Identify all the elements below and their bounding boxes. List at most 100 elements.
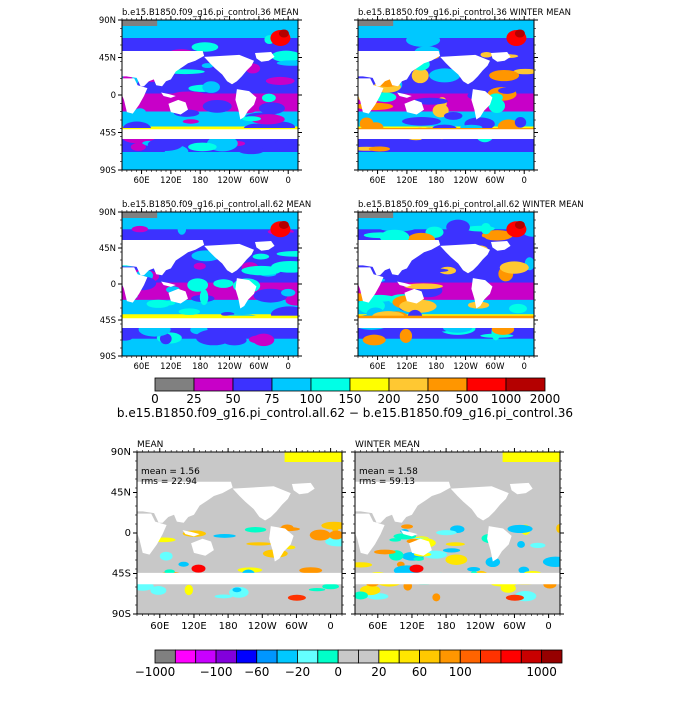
- lon-tick-label: 120W: [453, 176, 478, 186]
- lon-tick-label: 120E: [160, 176, 182, 186]
- lon-tick-label: 60E: [133, 362, 149, 372]
- lat-tick-label: 0: [125, 528, 131, 539]
- colorbar-label: 75: [264, 392, 279, 406]
- lon-tick-label: 0: [522, 362, 527, 372]
- lon-tick-label: 60W: [249, 176, 269, 186]
- mean-label: mean = 1.56: [141, 467, 200, 477]
- lat-tick-label: 90N: [99, 16, 116, 26]
- lon-tick-label: 120E: [396, 176, 418, 186]
- lat-tick-label: 45N: [99, 54, 116, 64]
- colorbar-label: 100: [300, 392, 323, 406]
- lat-tick-label: 90S: [100, 166, 116, 176]
- lon-tick-label: 120W: [466, 621, 495, 632]
- colorbar-label: −1000: [135, 665, 176, 679]
- rms-label: rms = 22.94: [141, 477, 197, 487]
- lon-tick-label: 60W: [485, 176, 505, 186]
- lon-tick-label: 120E: [160, 362, 182, 372]
- colorbar-swatch: [232, 377, 273, 392]
- map-panel: b.e15.B1850.f09_g16.pi_control.all.62 WI…: [354, 200, 584, 372]
- lon-tick-label: 180: [428, 362, 444, 372]
- colorbar-label: 1000: [526, 665, 557, 679]
- map-panel: b.e15.B1850.f09_g16.pi_control.36 MEAN 90…: [99, 8, 302, 186]
- lon-tick-label: 60E: [369, 362, 385, 372]
- colorbar-swatch: [271, 377, 312, 392]
- colorbar-swatch: [297, 649, 319, 664]
- lon-tick-label: 180: [437, 621, 456, 632]
- lat-tick-label: 45N: [99, 244, 116, 254]
- lon-tick-label: 180: [428, 176, 444, 186]
- map-panel: b.e15.B1850.f09_g16.pi_control.36 WINTER…: [354, 8, 571, 186]
- colorbar-swatch: [154, 377, 195, 392]
- colorbar-label: 20: [371, 665, 386, 679]
- lat-tick-label: 45S: [100, 316, 116, 326]
- colorbar-swatch: [427, 377, 468, 392]
- lon-tick-label: 60E: [369, 176, 385, 186]
- lon-tick-label: 60W: [503, 621, 526, 632]
- lon-tick-label: 0: [545, 621, 551, 632]
- colorbar-label: 25: [186, 392, 201, 406]
- lon-tick-label: 120W: [217, 362, 242, 372]
- lon-tick-label: 120E: [181, 621, 206, 632]
- panel-title: WINTER MEAN: [355, 440, 420, 450]
- field-colorbar: 0 25 50 75 100 150 200 250 500 1000 2000: [151, 377, 561, 406]
- lat-tick-label: 45N: [111, 488, 131, 499]
- colorbar-swatch: [195, 649, 217, 664]
- colorbar-label: −20: [285, 665, 310, 679]
- colorbar-swatch: [317, 649, 339, 664]
- mean-label: mean = 1.58: [359, 467, 418, 477]
- lat-tick-label: 45S: [112, 569, 131, 580]
- colorbar-label: 200: [378, 392, 401, 406]
- colorbar-label: 0: [334, 665, 342, 679]
- colorbar-label: 1000: [491, 392, 522, 406]
- colorbar-label: 0: [151, 392, 159, 406]
- lat-tick-label: 90S: [100, 352, 116, 362]
- panel-title: b.e15.B1850.f09_g16.pi_control.all.62 WI…: [358, 200, 584, 210]
- colorbar-swatch: [215, 649, 237, 664]
- lon-tick-label: 120E: [399, 621, 424, 632]
- lon-tick-label: 0: [286, 362, 291, 372]
- lon-tick-label: 60E: [133, 176, 149, 186]
- colorbar-label: 250: [417, 392, 440, 406]
- colorbar-label: 100: [449, 665, 472, 679]
- lon-tick-label: 60W: [285, 621, 308, 632]
- colorbar-swatch: [174, 649, 197, 664]
- colorbar-label: 2000: [530, 392, 561, 406]
- colorbar-swatch: [520, 649, 543, 664]
- colorbar-swatch: [349, 377, 390, 392]
- panel-title: MEAN: [137, 440, 163, 450]
- lat-tick-label: 90S: [112, 609, 131, 620]
- colorbar-swatch: [256, 649, 278, 664]
- lat-tick-label: 45S: [100, 129, 116, 139]
- panel-title: b.e15.B1850.f09_g16.pi_control.36 MEAN: [122, 8, 299, 18]
- colorbar-swatch: [500, 649, 522, 664]
- difference-title: b.e15.B1850.f09_g16.pi_control.all.62 − …: [117, 406, 573, 420]
- colorbar-swatch: [419, 649, 441, 664]
- difference-colorbar: −1000 −100 −60 −20 0 20 60 100 1000: [135, 649, 563, 679]
- colorbar-label: 500: [456, 392, 479, 406]
- lon-tick-label: 60E: [368, 621, 387, 632]
- lon-tick-label: 0: [286, 176, 291, 186]
- colorbar-swatch: [459, 649, 482, 664]
- colorbar-swatch: [480, 649, 502, 664]
- colorbar-label: 50: [225, 392, 240, 406]
- colorbar-swatch: [378, 649, 400, 664]
- lon-tick-label: 0: [522, 176, 527, 186]
- colorbar-swatch: [388, 377, 429, 392]
- colorbar-swatch: [193, 377, 234, 392]
- colorbar-swatch: [398, 649, 420, 664]
- colorbar-label: −100: [200, 665, 233, 679]
- lon-tick-label: 120W: [453, 362, 478, 372]
- lon-tick-label: 180: [192, 176, 208, 186]
- colorbar-label: 150: [339, 392, 362, 406]
- colorbar-label: −60: [244, 665, 269, 679]
- lat-tick-label: 90N: [99, 208, 116, 218]
- colorbar-swatch: [276, 649, 298, 664]
- lon-tick-label: 120W: [217, 176, 242, 186]
- lon-tick-label: 180: [192, 362, 208, 372]
- colorbar-swatch: [337, 649, 359, 664]
- map-panel: b.e15.B1850.f09_g16.pi_control.all.62 ME…: [99, 200, 311, 372]
- colorbar-label: 60: [412, 665, 427, 679]
